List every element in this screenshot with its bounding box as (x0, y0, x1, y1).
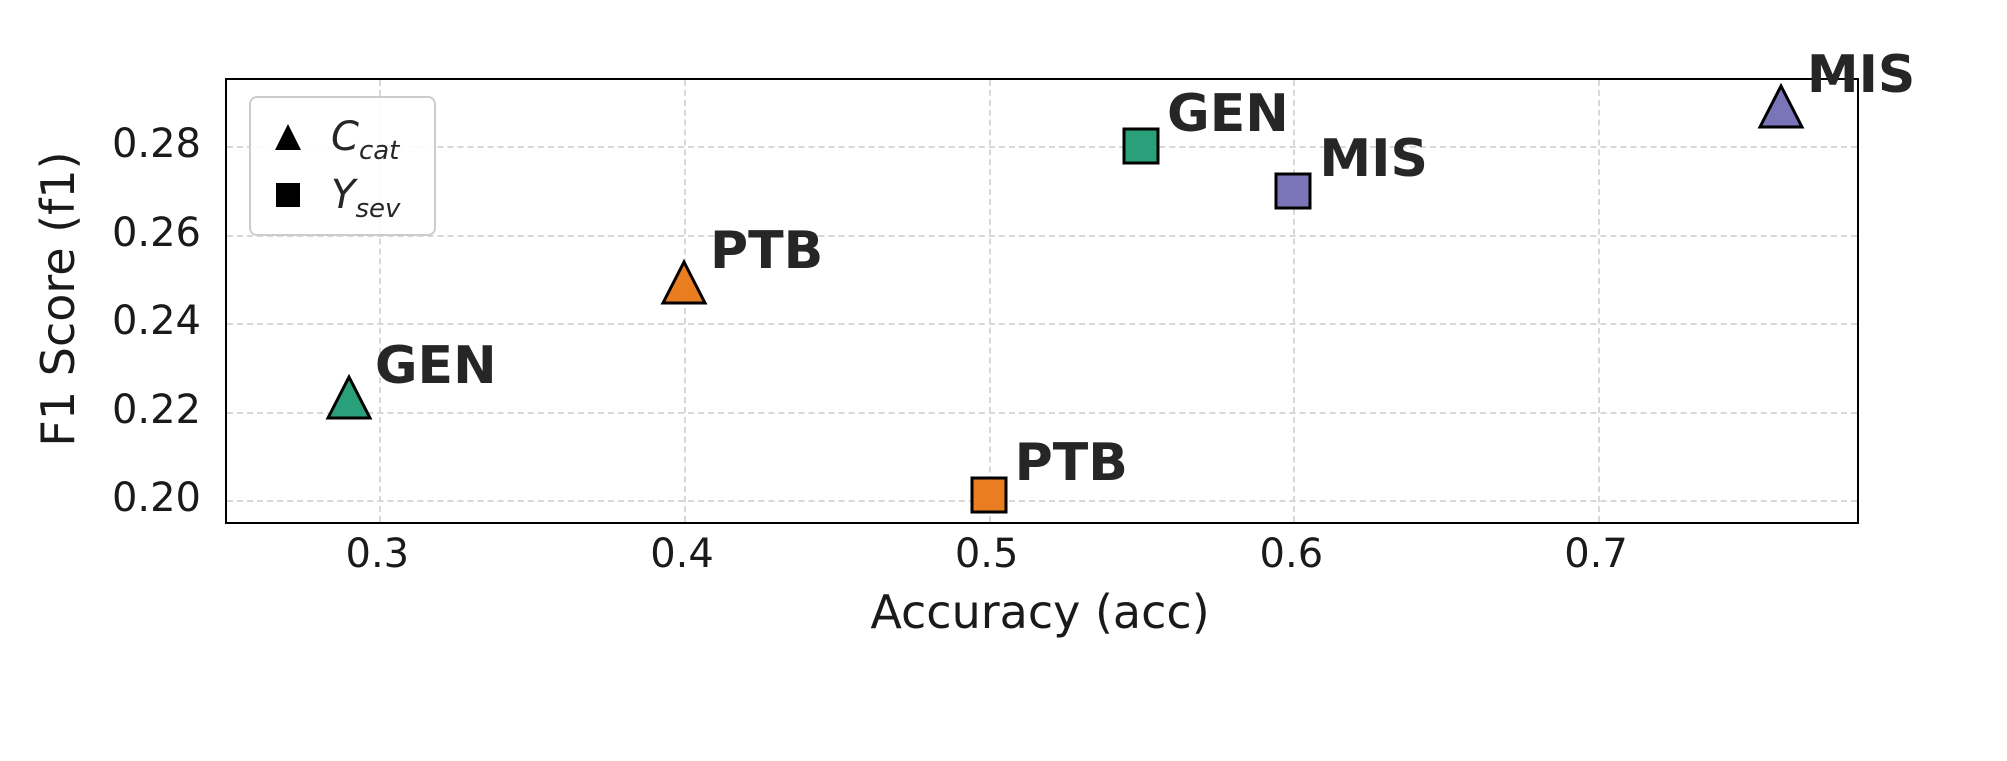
point-label-gen: GEN (374, 336, 497, 397)
gridline-vertical (1598, 80, 1601, 522)
triangle-marker-mis (1757, 82, 1805, 129)
legend-label: Ysev (331, 172, 401, 224)
point-label-mis: MIS (1319, 128, 1428, 189)
point-label-gen: GEN (1167, 84, 1289, 145)
legend-square-icon (276, 183, 300, 207)
x-tick-label: 0.7 (1564, 531, 1628, 577)
legend-entry: Ysev (273, 172, 401, 224)
x-tick-label: 0.3 (345, 531, 410, 577)
gridline-horizontal (227, 234, 1857, 237)
legend-entry: Ccat (273, 114, 400, 166)
gridline-horizontal (227, 499, 1857, 502)
x-tick-label: 0.5 (954, 531, 1019, 577)
legend-label: Ccat (331, 114, 400, 166)
data-points-layer: GEN PTB MIS PTB GEN MIS (227, 46, 1915, 522)
triangle-marker-gen (325, 373, 373, 420)
y-tick-label: 0.20 (111, 474, 201, 521)
point-label-ptb: PTB (1014, 433, 1128, 494)
x-tick-label: 0.6 (1259, 531, 1324, 577)
square-marker-gen (1122, 127, 1160, 165)
legend-rows: Ccat Ysev (273, 114, 401, 224)
square-marker-ptb (970, 476, 1008, 514)
legend-triangle-icon (275, 124, 301, 150)
gridline-vertical (988, 80, 991, 522)
gridline-horizontal (227, 411, 1857, 414)
gridline-horizontal (227, 323, 1857, 326)
plot-area: GEN PTB MIS PTB GEN MIS Ccat Ysev (225, 46, 1915, 524)
gridline-horizontal (227, 146, 1857, 149)
x-tick-label: 0.4 (650, 531, 714, 577)
gridline-vertical (379, 80, 382, 522)
point-label-ptb: PTB (710, 221, 824, 282)
legend: Ccat Ysev (249, 96, 437, 236)
point-label-mis: MIS (1806, 44, 1916, 105)
triangle-marker-ptb (660, 259, 708, 305)
x-axis-label: Accuracy (acc) (870, 585, 1210, 639)
y-axis-label: F1 Score (f1) (31, 151, 85, 447)
square-marker-mis (1274, 172, 1312, 209)
gridline-vertical (1293, 80, 1296, 522)
